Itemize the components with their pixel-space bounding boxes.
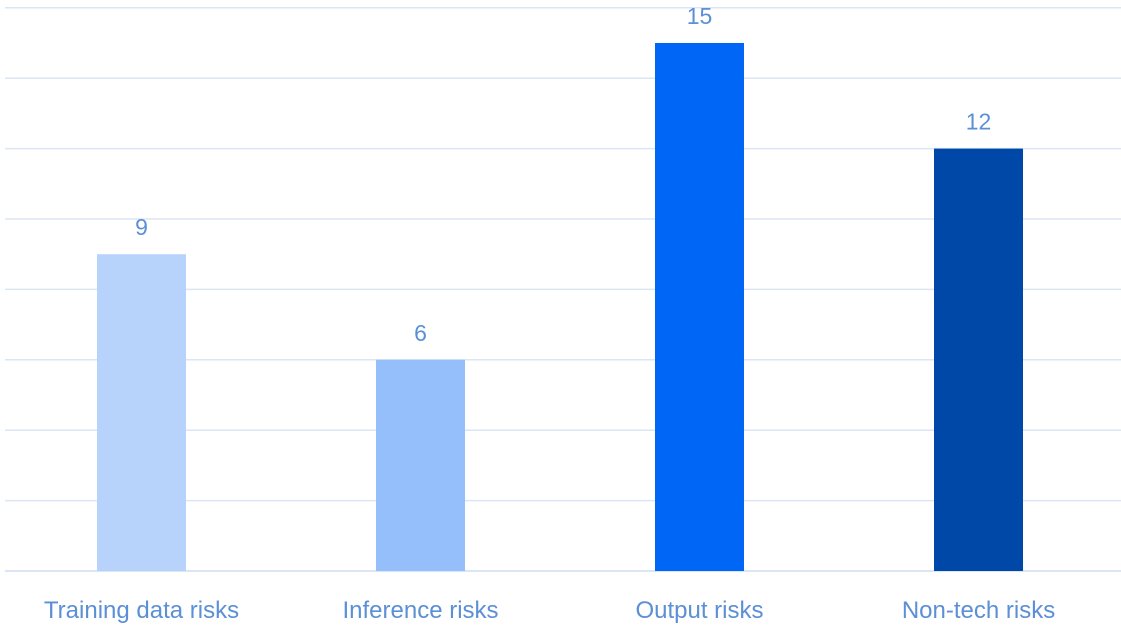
x-tick-label: Output risks (635, 597, 763, 624)
value-labels: 9 6 15 12 (135, 3, 991, 346)
data-label: 15 (687, 3, 713, 29)
bar (934, 148, 1023, 571)
bars (97, 43, 1023, 571)
x-tick-label: Inference risks (342, 597, 498, 624)
data-label: 12 (966, 109, 992, 135)
x-axis-tick-labels: Training data risks Inference risks Output… (44, 597, 1055, 624)
data-label: 9 (135, 214, 148, 240)
data-label: 6 (414, 320, 427, 346)
x-tick-label: Non-tech risks (902, 597, 1055, 624)
x-tick-label: Training data risks (44, 597, 239, 624)
bar (655, 43, 744, 571)
bar (97, 254, 186, 571)
bar (376, 359, 465, 571)
